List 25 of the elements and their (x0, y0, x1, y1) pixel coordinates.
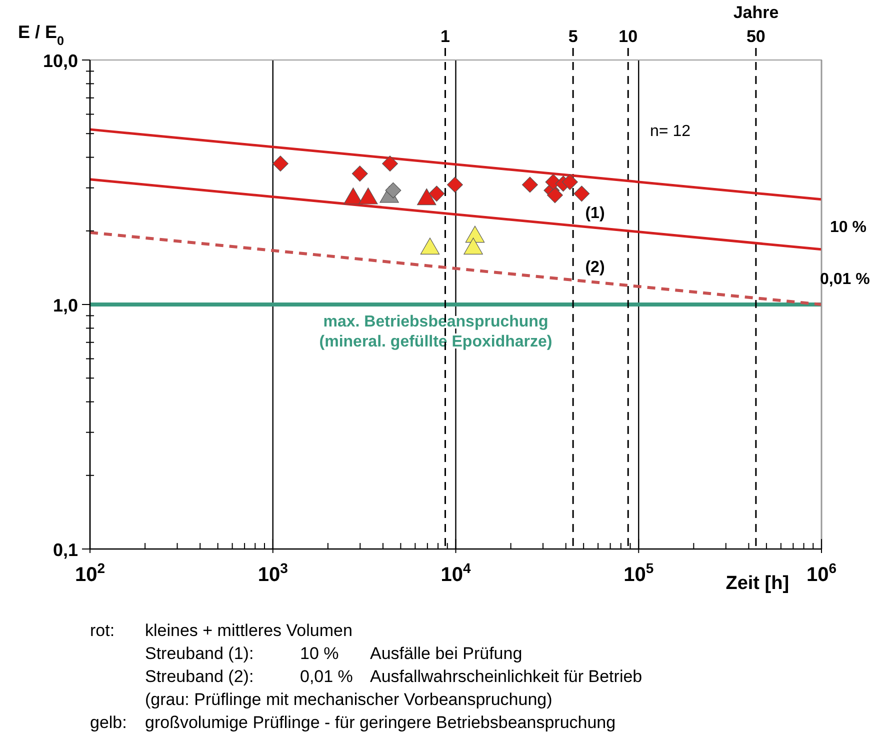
x-tick-label: 10$^{6}$ (806, 560, 837, 586)
y-tick-label: 0,1 (52, 540, 78, 560)
annotation: (2) (585, 259, 605, 276)
y-tick-label: 1,0 (52, 296, 78, 316)
x-tick-label: 10$^{5}$ (624, 560, 654, 586)
text: Streuband (2): 0,01 % Ausfallwahrscheinlichkeit für Betrieb (145, 667, 642, 686)
text: 50 (746, 27, 766, 46)
x-tick-label: 10$^{4}$ (440, 560, 471, 586)
annotation: n= 12 (650, 123, 691, 140)
text: 1 (440, 27, 450, 46)
annotation: (1) (585, 205, 605, 222)
x-axis-title: Zeit [h] (726, 573, 790, 594)
y-axis-title: E / E$_{0}$ (18, 22, 64, 48)
text: rot: kleines + mittleres Volumen (90, 621, 352, 640)
text: 5 (568, 27, 578, 46)
annotation: 0,01 % (820, 271, 870, 288)
x-tick-label: 10$^{2}$ (74, 560, 106, 586)
text: 10 % (830, 219, 866, 236)
text: gelb: großvolumige Prüflinge - für geringere Betriebsbeanspruchung (90, 713, 616, 732)
x-tick-label: 10$^{3}$ (258, 560, 288, 586)
text: Jahre (733, 3, 779, 22)
y-tick-label: 10,0 (42, 51, 78, 71)
text: 10 (618, 27, 638, 46)
text: (grau: Prüflinge mit mechanischer Vorbeanspruchung) (145, 690, 552, 709)
text: Streuband (1): 10 % Ausfälle bei Prüfung (145, 644, 522, 663)
